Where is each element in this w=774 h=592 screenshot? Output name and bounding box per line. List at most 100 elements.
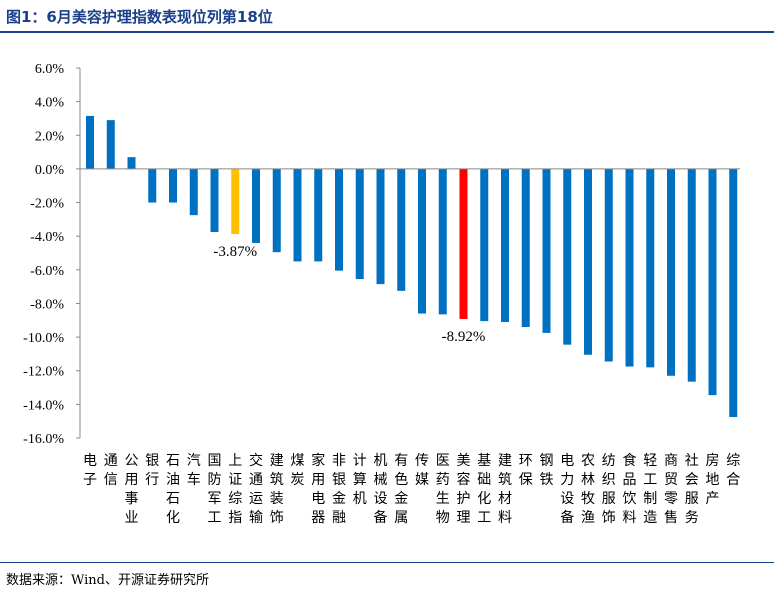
category-label-char: 容 <box>457 471 471 488</box>
category-label-char: 金 <box>394 491 408 507</box>
category-label-char: 化 <box>166 510 180 526</box>
category-label-char: 设 <box>374 491 388 507</box>
bar-2 <box>106 120 115 169</box>
category-label-char: 商 <box>664 453 678 469</box>
data-label: -3.87% <box>213 244 257 260</box>
category-label-char: 筑 <box>498 472 512 488</box>
bar-22 <box>521 168 530 327</box>
category-label-char: 器 <box>311 510 325 526</box>
bar-7 <box>210 168 219 232</box>
category-label-char: 用 <box>125 472 139 488</box>
category-label-char: 械 <box>374 472 388 488</box>
category-label-char: 石 <box>166 453 180 469</box>
title-divider <box>0 31 774 33</box>
bar-3 <box>127 157 136 169</box>
bar-12 <box>314 168 323 262</box>
category-label-char: 房 <box>706 453 720 469</box>
category-label-char: 装 <box>270 491 284 507</box>
category-label-char: 务 <box>685 510 699 526</box>
bar-19 <box>459 168 468 319</box>
category-label-char: 业 <box>125 510 139 526</box>
category-label-char: 品 <box>623 472 637 488</box>
bar-17 <box>418 168 426 314</box>
category-label-char: 综 <box>726 453 740 469</box>
category-label-char: 融 <box>332 510 346 526</box>
category-label-char: 子 <box>83 472 97 488</box>
figure-title: 图1：6月美容护理指数表现位列第18位 <box>6 8 273 26</box>
y-tick-label: -16.0% <box>23 432 64 447</box>
category-label-char: 公 <box>125 453 139 469</box>
category-label-char: 输 <box>249 510 263 526</box>
bar-29 <box>667 168 675 376</box>
category-label-char: 力 <box>560 472 574 488</box>
category-label-char: 工 <box>643 472 657 488</box>
category-label-char: 物 <box>436 510 450 526</box>
category-label-char: 筑 <box>270 472 284 488</box>
category-label-char: 综 <box>228 491 242 507</box>
bar-16 <box>397 168 406 291</box>
y-tick-label: -4.0% <box>30 230 64 245</box>
category-label-char: 护 <box>457 491 471 507</box>
category-label-char: 零 <box>664 491 678 507</box>
y-tick-label: 6.0% <box>35 62 65 77</box>
category-label-char: 传 <box>415 453 429 469</box>
y-tick-label: -6.0% <box>30 264 64 279</box>
category-label-char: 贸 <box>664 472 678 488</box>
category-label-char: 会 <box>685 472 699 488</box>
category-label-char: 交 <box>249 452 263 469</box>
bar-26 <box>604 168 613 362</box>
category-label-char: 事 <box>125 491 139 507</box>
category-label-char: 医 <box>436 453 450 469</box>
category-label-char: 渔 <box>581 510 595 526</box>
bar-6 <box>189 168 198 216</box>
category-label-char: 汽 <box>187 453 201 469</box>
category-label-char: 电 <box>83 453 97 469</box>
category-label-char: 机 <box>374 453 388 469</box>
category-label-char: 计 <box>353 453 367 469</box>
bar-18 <box>438 168 447 315</box>
category-label-char: 织 <box>602 472 616 488</box>
bar-chart: 6.0% 4.0% 2.0% 0.0% -2.0% -4.0% -6.0% -8.0% -10.… <box>23 62 740 526</box>
category-label-char: 饰 <box>270 510 284 526</box>
category-label-char: 合 <box>726 472 740 488</box>
category-label-char: 运 <box>249 491 263 507</box>
category-label-char: 基 <box>477 452 491 469</box>
category-label-char: 车 <box>187 471 201 488</box>
category-label-char: 材 <box>498 491 512 507</box>
bar-1 <box>86 115 94 169</box>
category-label-char: 工 <box>477 510 491 526</box>
category-label-char: 媒 <box>415 472 429 488</box>
category-label-char: 证 <box>228 472 242 488</box>
bar-20 <box>480 168 489 322</box>
category-label-char: 础 <box>477 472 491 488</box>
category-label-char: 家 <box>311 452 325 469</box>
y-tick-label: 0.0% <box>35 163 65 178</box>
y-tick-label: -2.0% <box>30 197 64 212</box>
category-label-char: 建 <box>270 453 284 469</box>
category-label-char: 化 <box>477 491 491 507</box>
category-label-char: 铁 <box>540 472 554 488</box>
category-label-char: 保 <box>519 472 533 488</box>
footer-divider <box>0 562 774 563</box>
category-label-char: 食 <box>623 452 637 469</box>
category-label-char: 建 <box>498 453 512 469</box>
y-tick-label: -12.0% <box>23 365 64 380</box>
category-label-char: 炭 <box>291 472 305 488</box>
bar-23 <box>542 168 551 333</box>
category-label-char: 银 <box>332 472 346 488</box>
category-label-char: 通 <box>249 472 263 488</box>
bar-4 <box>148 168 157 203</box>
category-label-char: 有 <box>394 453 408 469</box>
category-label-char: 国 <box>208 453 222 469</box>
category-label-char: 产 <box>706 491 720 507</box>
category-label-char: 石 <box>166 491 180 507</box>
category-label-char: 备 <box>374 509 388 526</box>
bar-28 <box>646 168 655 368</box>
category-label-char: 饮 <box>623 491 637 507</box>
category-label-char: 料 <box>498 510 512 526</box>
category-label-char: 油 <box>166 472 180 488</box>
category-label-char: 饰 <box>602 510 616 526</box>
category-label-char: 理 <box>457 510 471 526</box>
category-label-char: 工 <box>208 510 222 526</box>
bar-13 <box>335 168 343 271</box>
